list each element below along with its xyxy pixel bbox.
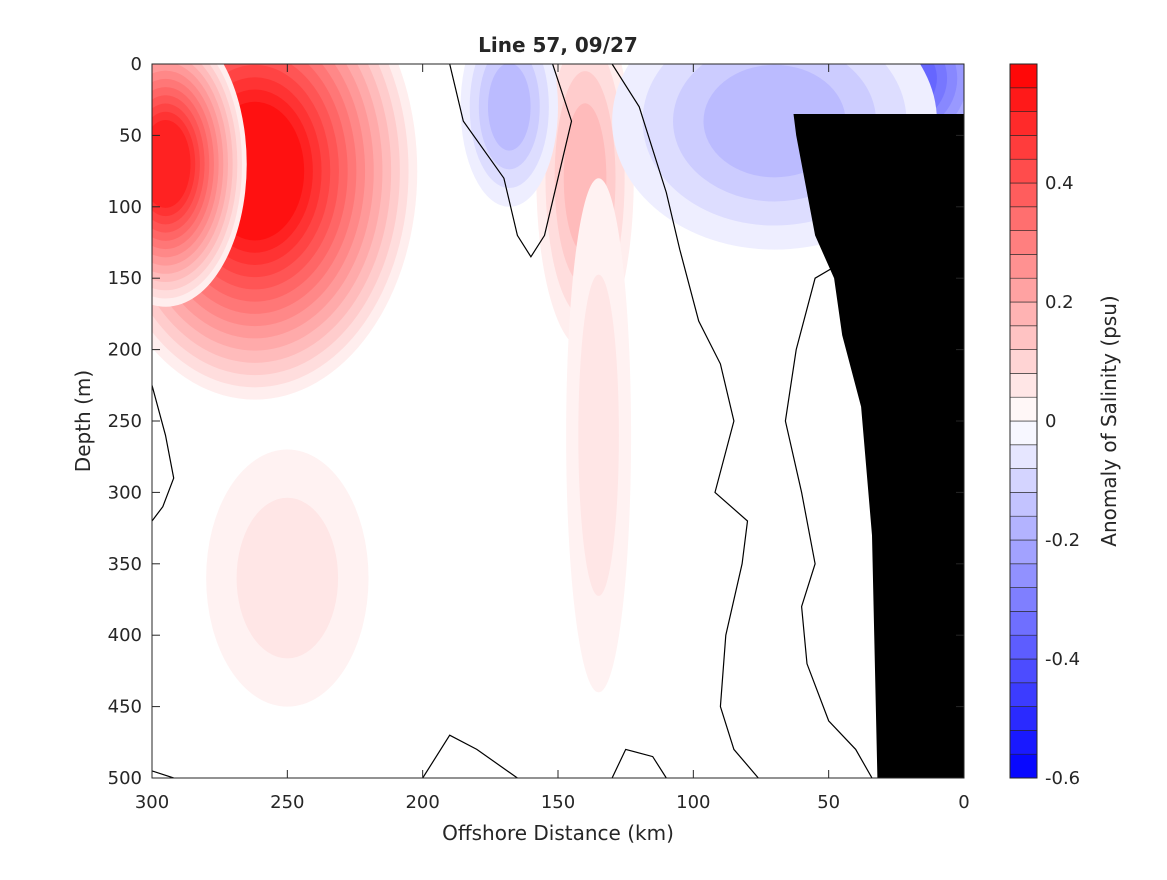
anomaly-feature xyxy=(566,178,632,693)
colorbar-swatch xyxy=(1009,611,1038,636)
colorbar-swatch xyxy=(1009,444,1038,469)
colorbar-swatch xyxy=(1009,396,1038,422)
colorbar-swatch xyxy=(1009,206,1038,231)
colorbar-tick-label: 0.2 xyxy=(1045,292,1074,313)
colorbar-tick-label: 0.4 xyxy=(1045,173,1074,194)
colorbar-swatch xyxy=(1009,254,1038,279)
y-tick-label: 200 xyxy=(108,340,142,361)
x-tick-label: 150 xyxy=(541,792,575,813)
colorbar-swatch xyxy=(1009,135,1038,160)
colorbar-swatch xyxy=(1009,373,1038,398)
x-axis: 300 250 200 150 100 50 0 xyxy=(135,64,970,813)
colorbar-frame xyxy=(1009,63,1038,779)
zero-contour xyxy=(784,263,873,778)
x-tick-label: 100 xyxy=(676,792,710,813)
x-tick-label: 50 xyxy=(817,792,840,813)
colorbar-swatch xyxy=(1009,277,1038,303)
colorbar-swatch xyxy=(1009,563,1038,588)
y-tick-label: 450 xyxy=(108,697,142,718)
anomaly-feature xyxy=(152,64,247,307)
y-tick-label: 300 xyxy=(108,482,142,503)
y-tick-label: 0 xyxy=(131,54,142,75)
colorbar-swatch xyxy=(1009,682,1038,707)
y-tick-label: 350 xyxy=(108,554,142,575)
y-tick-label: 150 xyxy=(108,268,142,289)
colorbar-swatch xyxy=(1009,492,1038,517)
anomaly-level xyxy=(487,64,531,151)
x-tick-label: 200 xyxy=(405,792,439,813)
colorbar-swatch xyxy=(1009,349,1038,374)
colorbar-swatch xyxy=(1009,730,1038,755)
y-tick-label: 50 xyxy=(119,125,142,146)
zero-contour xyxy=(152,770,174,778)
colorbar-tick-label: -0.2 xyxy=(1045,530,1080,551)
colorbar-swatch xyxy=(1009,111,1038,136)
x-tick-label: 250 xyxy=(270,792,304,813)
colorbar-tick-label: -0.4 xyxy=(1045,649,1080,670)
colorbar-swatch xyxy=(1009,325,1038,350)
chart-title: Line 57, 09/27 xyxy=(478,33,638,57)
colorbar-swatch xyxy=(1009,63,1038,89)
colorbar-swatch xyxy=(1009,634,1038,660)
zero-contour xyxy=(449,64,573,258)
colorbar: 0.4 0.2 0 -0.2 -0.4 -0.6 xyxy=(1009,63,1080,789)
colorbar-swatch xyxy=(1009,587,1038,612)
zero-contour xyxy=(152,385,175,522)
colorbar-tick-label: -0.6 xyxy=(1045,768,1080,789)
x-tick-label: 300 xyxy=(135,792,169,813)
y-tick-label: 400 xyxy=(108,625,142,646)
colorbar-swatch xyxy=(1009,87,1038,112)
anomaly-level xyxy=(236,497,339,659)
colorbar-swatch xyxy=(1009,158,1038,184)
y-tick-label: 100 xyxy=(108,197,142,218)
colorbar-swatch xyxy=(1009,301,1038,327)
colorbar-swatch xyxy=(1009,515,1038,541)
colorbar-swatch xyxy=(1009,658,1038,684)
anomaly-level xyxy=(152,120,191,208)
colorbar-swatch xyxy=(1009,420,1038,446)
colorbar-swatch xyxy=(1009,706,1038,731)
colorbar-label: Anomaly of Salinity (psu) xyxy=(1097,295,1121,546)
seafloor-bathymetry xyxy=(793,114,964,778)
zero-contour xyxy=(611,748,667,778)
x-axis-label: Offshore Distance (km) xyxy=(442,821,674,845)
colorbar-swatch xyxy=(1009,182,1038,208)
x-tick-label: 0 xyxy=(958,792,969,813)
y-axis-label: Depth (m) xyxy=(71,370,95,472)
y-tick-label: 250 xyxy=(108,411,142,432)
colorbar-swatch xyxy=(1009,468,1038,493)
colorbar-swatch xyxy=(1009,753,1038,779)
zero-contour xyxy=(611,64,759,778)
anomaly-level xyxy=(578,274,619,596)
zero-contour xyxy=(422,734,518,778)
seafloor-mask xyxy=(793,114,964,778)
anomaly-feature xyxy=(206,449,369,707)
y-tick-label: 500 xyxy=(108,768,142,789)
colorbar-tick-label: 0 xyxy=(1045,411,1056,432)
colorbar-swatch xyxy=(1009,539,1038,565)
anomaly-feature xyxy=(612,64,937,250)
y-axis: 0 50 100 150 200 250 300 350 400 450 500 xyxy=(108,54,964,789)
colorbar-swatch xyxy=(1009,230,1038,255)
